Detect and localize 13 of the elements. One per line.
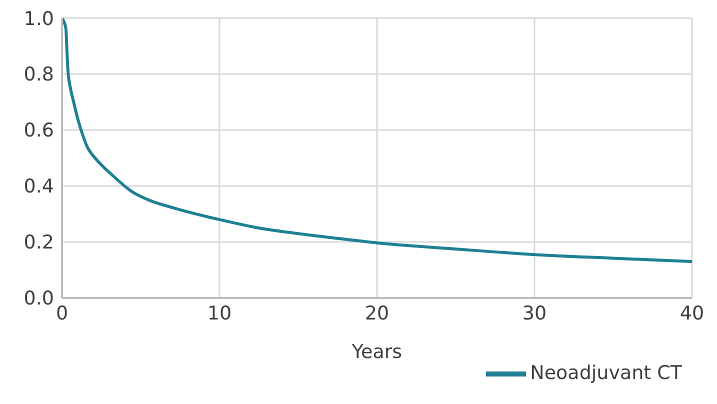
y-tick-label: 0.2 xyxy=(24,232,54,254)
x-tick-label: 40 xyxy=(680,302,704,324)
legend-label: Neoadjuvant CT xyxy=(530,362,682,384)
y-tick-label: 0.0 xyxy=(24,288,54,310)
y-tick-label: 0.6 xyxy=(24,120,54,142)
x-tick-label: 30 xyxy=(522,302,547,324)
x-tick-label: 0 xyxy=(56,302,68,324)
y-tick-label: 0.8 xyxy=(24,64,54,86)
y-tick-label: 1.0 xyxy=(24,8,54,30)
x-tick-label: 10 xyxy=(207,302,232,324)
x-tick-label: 20 xyxy=(364,302,390,324)
x-axis-title: Years xyxy=(350,341,402,363)
y-tick-label: 0.4 xyxy=(24,176,54,198)
